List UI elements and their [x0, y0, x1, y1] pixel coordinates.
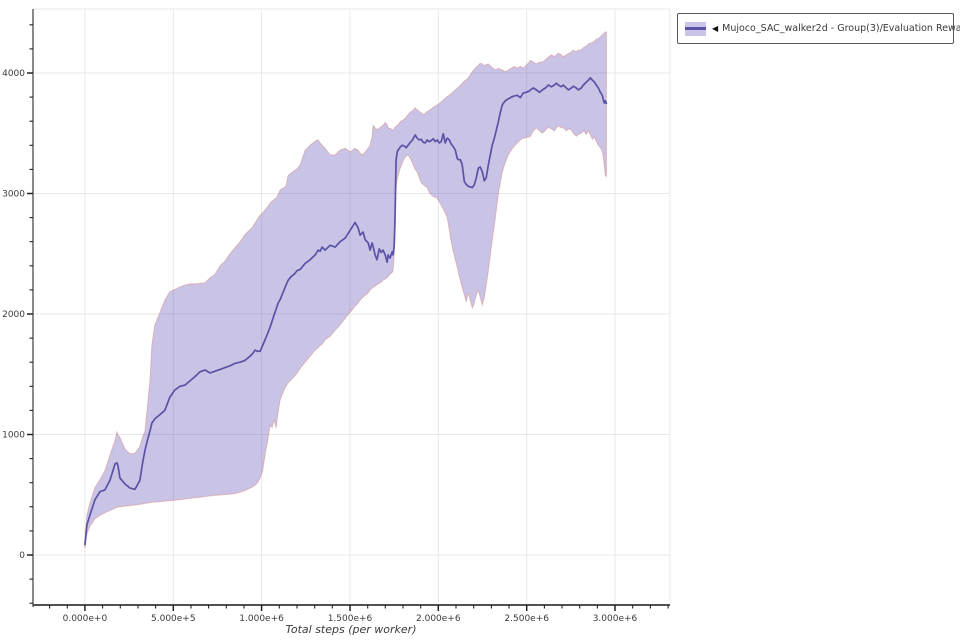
svg-text:3000: 3000 [2, 190, 25, 200]
frame-spines-light [33, 8, 671, 605]
x-tick-labels: 0.000e+0 5.000e+5 1.000e+6 1.500e+6 2.000e+6… [63, 614, 638, 624]
svg-text:2.000e+6: 2.000e+6 [416, 614, 461, 624]
series-line-swatch [685, 27, 706, 30]
axis-ticks [27, 24, 669, 611]
legend-box: ◀ Mujoco_SAC_walker2d - Group(3)/Evaluat… [677, 13, 960, 44]
x-axis-label: Total steps (per worker) [285, 623, 417, 636]
svg-text:1.500e+6: 1.500e+6 [328, 614, 373, 624]
mean-line [84, 76, 608, 546]
svg-text:5.000e+5: 5.000e+5 [151, 614, 196, 624]
svg-text:3.000e+6: 3.000e+6 [593, 614, 638, 624]
svg-text:2000: 2000 [2, 310, 25, 320]
svg-text:0.000e+0: 0.000e+0 [63, 614, 108, 624]
svg-text:2.500e+6: 2.500e+6 [504, 614, 549, 624]
svg-text:1000: 1000 [2, 431, 25, 441]
collapse-arrow-icon: ◀ [712, 24, 719, 33]
confidence-band [84, 31, 607, 549]
svg-text:4000: 4000 [2, 69, 25, 79]
legend-entry: ◀ Mujoco_SAC_walker2d - Group(3)/Evaluat… [712, 23, 960, 34]
legend-entry-label: Mujoco_SAC_walker2d - Group(3)/Evaluatio… [722, 23, 960, 34]
svg-text:0: 0 [19, 551, 25, 561]
gridlines [33, 9, 670, 605]
y-tick-labels: 0 1000 2000 3000 4000 [2, 69, 25, 561]
svg-text:1.000e+6: 1.000e+6 [239, 614, 284, 624]
series-band-swatch [685, 21, 706, 36]
